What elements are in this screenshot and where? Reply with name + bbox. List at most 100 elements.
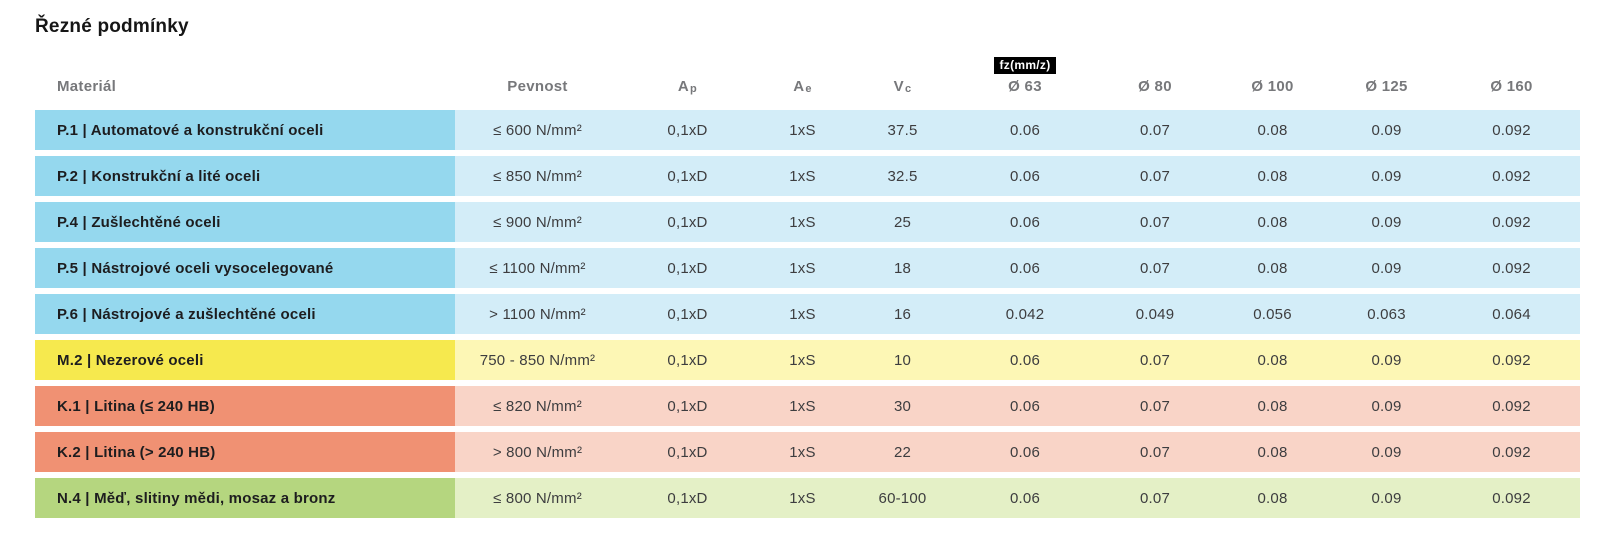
d80-cell: 0.07 [1140,443,1170,461]
table-row: N.4 | Měď, slitiny mědi, mosaz a bronz ≤ … [35,478,1580,518]
table-row: P.5 | Nástrojové oceli vysocelegované ≤ 1… [35,248,1580,288]
table-row: P.4 | Zušlechtěné oceli ≤ 900 N/mm² 0,1xD 1… [35,202,1580,242]
d100-cell: 0.08 [1257,397,1288,415]
d63-cell: 0.06 [1010,351,1040,369]
ap-cell: 0,1xD [667,213,708,231]
ae-cell: 1xS [789,213,816,231]
vc-cell: 16 [893,305,912,323]
table-row: P.6 | Nástrojové a zušlechtěné oceli > 11… [35,294,1580,334]
pevnost-cell: ≤ 600 N/mm² [493,121,582,139]
header-ae-base: A [793,78,805,95]
d100-cell: 0.08 [1257,167,1288,185]
d100-cell: 0.08 [1257,489,1288,507]
table-row: M.2 | Nezerové oceli 750 - 850 N/mm² 0,1xD… [35,340,1580,380]
d125-cell: 0.09 [1371,351,1402,369]
material-cell: P.5 | Nástrojové oceli vysocelegované [35,248,455,288]
ae-cell: 1xS [789,259,816,277]
header-ap-base: A [677,78,690,95]
ap-cell: 0,1xD [667,351,708,369]
d63-cell: 0.042 [1005,305,1045,323]
ap-cell: 0,1xD [667,489,708,507]
d63-cell: 0.06 [1010,213,1040,231]
header-d100: Ø 100 [1251,78,1294,95]
d80-cell: 0.07 [1140,351,1170,369]
d160-cell: 0.064 [1492,305,1531,323]
ae-cell: 1xS [789,397,816,415]
d63-cell: 0.06 [1010,397,1040,415]
header-ap-sub: p [690,83,698,95]
vc-cell: 30 [893,397,912,415]
pevnost-cell: ≤ 1100 N/mm² [489,259,586,277]
d100-cell: 0.08 [1257,259,1288,277]
d63-cell: 0.06 [1010,489,1040,507]
material-cell: P.4 | Zušlechtěné oceli [35,202,455,242]
page-title: Řezné podmínky [35,16,189,37]
material-cell: K.2 | Litina (> 240 HB) [35,432,455,472]
vc-cell: 22 [893,443,912,461]
d125-cell: 0.09 [1371,259,1402,277]
header-material: Materiál [57,78,117,95]
header-ae-sub: e [805,83,812,95]
d63-cell: 0.06 [1010,259,1040,277]
d160-cell: 0.092 [1492,213,1531,231]
d80-cell: 0.07 [1140,121,1170,139]
ae-cell: 1xS [789,121,816,139]
table-row: P.2 | Konstrukční a lité oceli ≤ 850 N/mm… [35,156,1580,196]
d160-cell: 0.092 [1492,121,1531,139]
ap-cell: 0,1xD [667,167,708,185]
ap-cell: 0,1xD [667,121,708,139]
ap-cell: 0,1xD [667,397,708,415]
d100-cell: 0.08 [1257,351,1288,369]
d100-cell: 0.08 [1257,121,1288,139]
d80-cell: 0.07 [1140,259,1170,277]
pevnost-cell: 750 - 850 N/mm² [479,351,596,369]
ap-cell: 0,1xD [667,259,708,277]
header-d80: Ø 80 [1138,78,1172,95]
ap-cell: 0,1xD [667,443,708,461]
d125-cell: 0.063 [1367,305,1406,323]
header-vc-base: V [893,78,904,95]
vc-cell: 18 [893,259,912,277]
pevnost-cell: > 800 N/mm² [492,443,583,461]
table-body: P.1 | Automatové a konstrukční oceli ≤ 60… [35,110,1580,518]
pevnost-cell: ≤ 800 N/mm² [493,489,582,507]
pevnost-cell: ≤ 900 N/mm² [493,213,582,231]
ap-cell: 0,1xD [667,305,708,323]
d100-cell: 0.08 [1257,213,1288,231]
ae-cell: 1xS [789,443,816,461]
header-pevnost: Pevnost [507,78,568,95]
vc-cell: 10 [893,351,912,369]
d80-cell: 0.07 [1140,489,1170,507]
d125-cell: 0.09 [1371,167,1402,185]
d125-cell: 0.09 [1371,489,1402,507]
header-d160: Ø 160 [1490,78,1533,95]
header-d63: fz(mm/z) Ø 63 [955,52,1095,102]
material-cell: P.1 | Automatové a konstrukční oceli [35,110,455,150]
d80-cell: 0.049 [1135,305,1175,323]
d80-cell: 0.07 [1140,167,1170,185]
d160-cell: 0.092 [1492,397,1531,415]
ae-cell: 1xS [789,489,816,507]
d160-cell: 0.092 [1492,351,1531,369]
d100-cell: 0.08 [1257,443,1288,461]
d80-cell: 0.07 [1140,213,1170,231]
d63-cell: 0.06 [1010,121,1040,139]
ae-cell: 1xS [789,351,816,369]
d100-cell: 0.056 [1253,305,1292,323]
table-row: K.2 | Litina (> 240 HB) > 800 N/mm² 0,1xD 1… [35,432,1580,472]
ae-cell: 1xS [789,305,816,323]
d80-cell: 0.07 [1140,397,1170,415]
table-row: P.1 | Automatové a konstrukční oceli ≤ 60… [35,110,1580,150]
table-row: K.1 | Litina (≤ 240 HB) ≤ 820 N/mm² 0,1xD 1… [35,386,1580,426]
header-d63-label: Ø 63 [1008,78,1042,95]
fz-unit-badge: fz(mm/z) [994,56,1056,74]
header-vc-sub: c [904,83,912,95]
vc-cell: 37.5 [887,121,918,139]
d63-cell: 0.06 [1010,167,1040,185]
ae-cell: 1xS [789,167,816,185]
